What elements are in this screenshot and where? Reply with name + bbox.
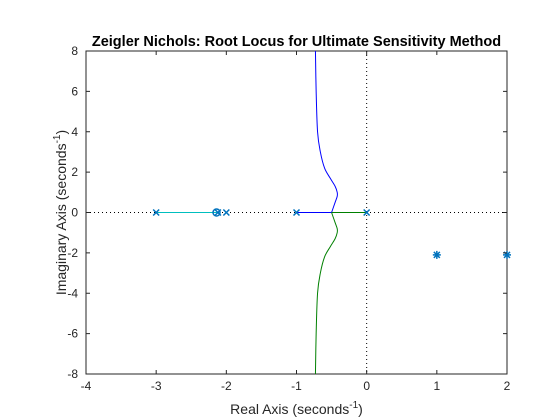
zero-marker-1 bbox=[212, 208, 221, 217]
y-tick-label: 4 bbox=[71, 125, 78, 139]
locus-branch-2 bbox=[314, 212, 338, 375]
marker-layer bbox=[152, 208, 511, 259]
y-tick-label: 8 bbox=[71, 44, 78, 58]
x-axis-label-end: ) bbox=[358, 401, 363, 417]
y-tick-label: -6 bbox=[67, 327, 78, 341]
tick-layer: -4 -3 -2 -1 0 1 2 -8 -6 -4 -2 0 2 4 6 8 bbox=[67, 44, 510, 393]
x-tick-label: -3 bbox=[151, 379, 162, 393]
x-tick-label: -4 bbox=[81, 379, 92, 393]
y-tick-label: 2 bbox=[71, 165, 78, 179]
x-tick-label: -1 bbox=[291, 379, 302, 393]
x-tick-label: -2 bbox=[221, 379, 232, 393]
chart-title: Zeigler Nichols: Root Locus for Ultimate… bbox=[92, 34, 501, 50]
y-axis-label: Imaginary Axis (seconds-1) bbox=[52, 130, 69, 295]
pole-marker-2 bbox=[222, 208, 230, 217]
locus-branch-1 bbox=[314, 50, 338, 213]
y-tick-label: -2 bbox=[67, 246, 78, 260]
x-axis-label: Real Axis (seconds-1) bbox=[230, 400, 363, 417]
x-tick-label: 1 bbox=[433, 379, 440, 393]
pole-marker-1 bbox=[152, 208, 160, 217]
y-tick-label: -4 bbox=[67, 286, 78, 300]
y-tick-label: 6 bbox=[71, 84, 78, 98]
x-axis-label-main: Real Axis (seconds bbox=[230, 401, 349, 417]
y-axis-label-end: ) bbox=[53, 130, 69, 135]
y-axis-label-main: Imaginary Axis (seconds bbox=[53, 143, 69, 295]
series-layer bbox=[156, 50, 367, 375]
pole-marker-3 bbox=[292, 208, 301, 217]
x-tick-label: 2 bbox=[504, 379, 511, 393]
closed-loop-marker-2 bbox=[503, 250, 511, 259]
closed-loop-marker-1 bbox=[432, 250, 441, 259]
x-axis-label-sup: -1 bbox=[349, 400, 358, 411]
y-tick-label: -8 bbox=[67, 367, 78, 381]
x-tick-label: 0 bbox=[363, 379, 370, 393]
y-tick-label: 0 bbox=[71, 206, 78, 220]
pole-marker-4 bbox=[363, 208, 371, 217]
plot-area: -4 -3 -2 -1 0 1 2 -8 -6 -4 -2 0 2 4 6 8 bbox=[67, 44, 511, 393]
y-axis-label-sup: -1 bbox=[52, 134, 63, 143]
